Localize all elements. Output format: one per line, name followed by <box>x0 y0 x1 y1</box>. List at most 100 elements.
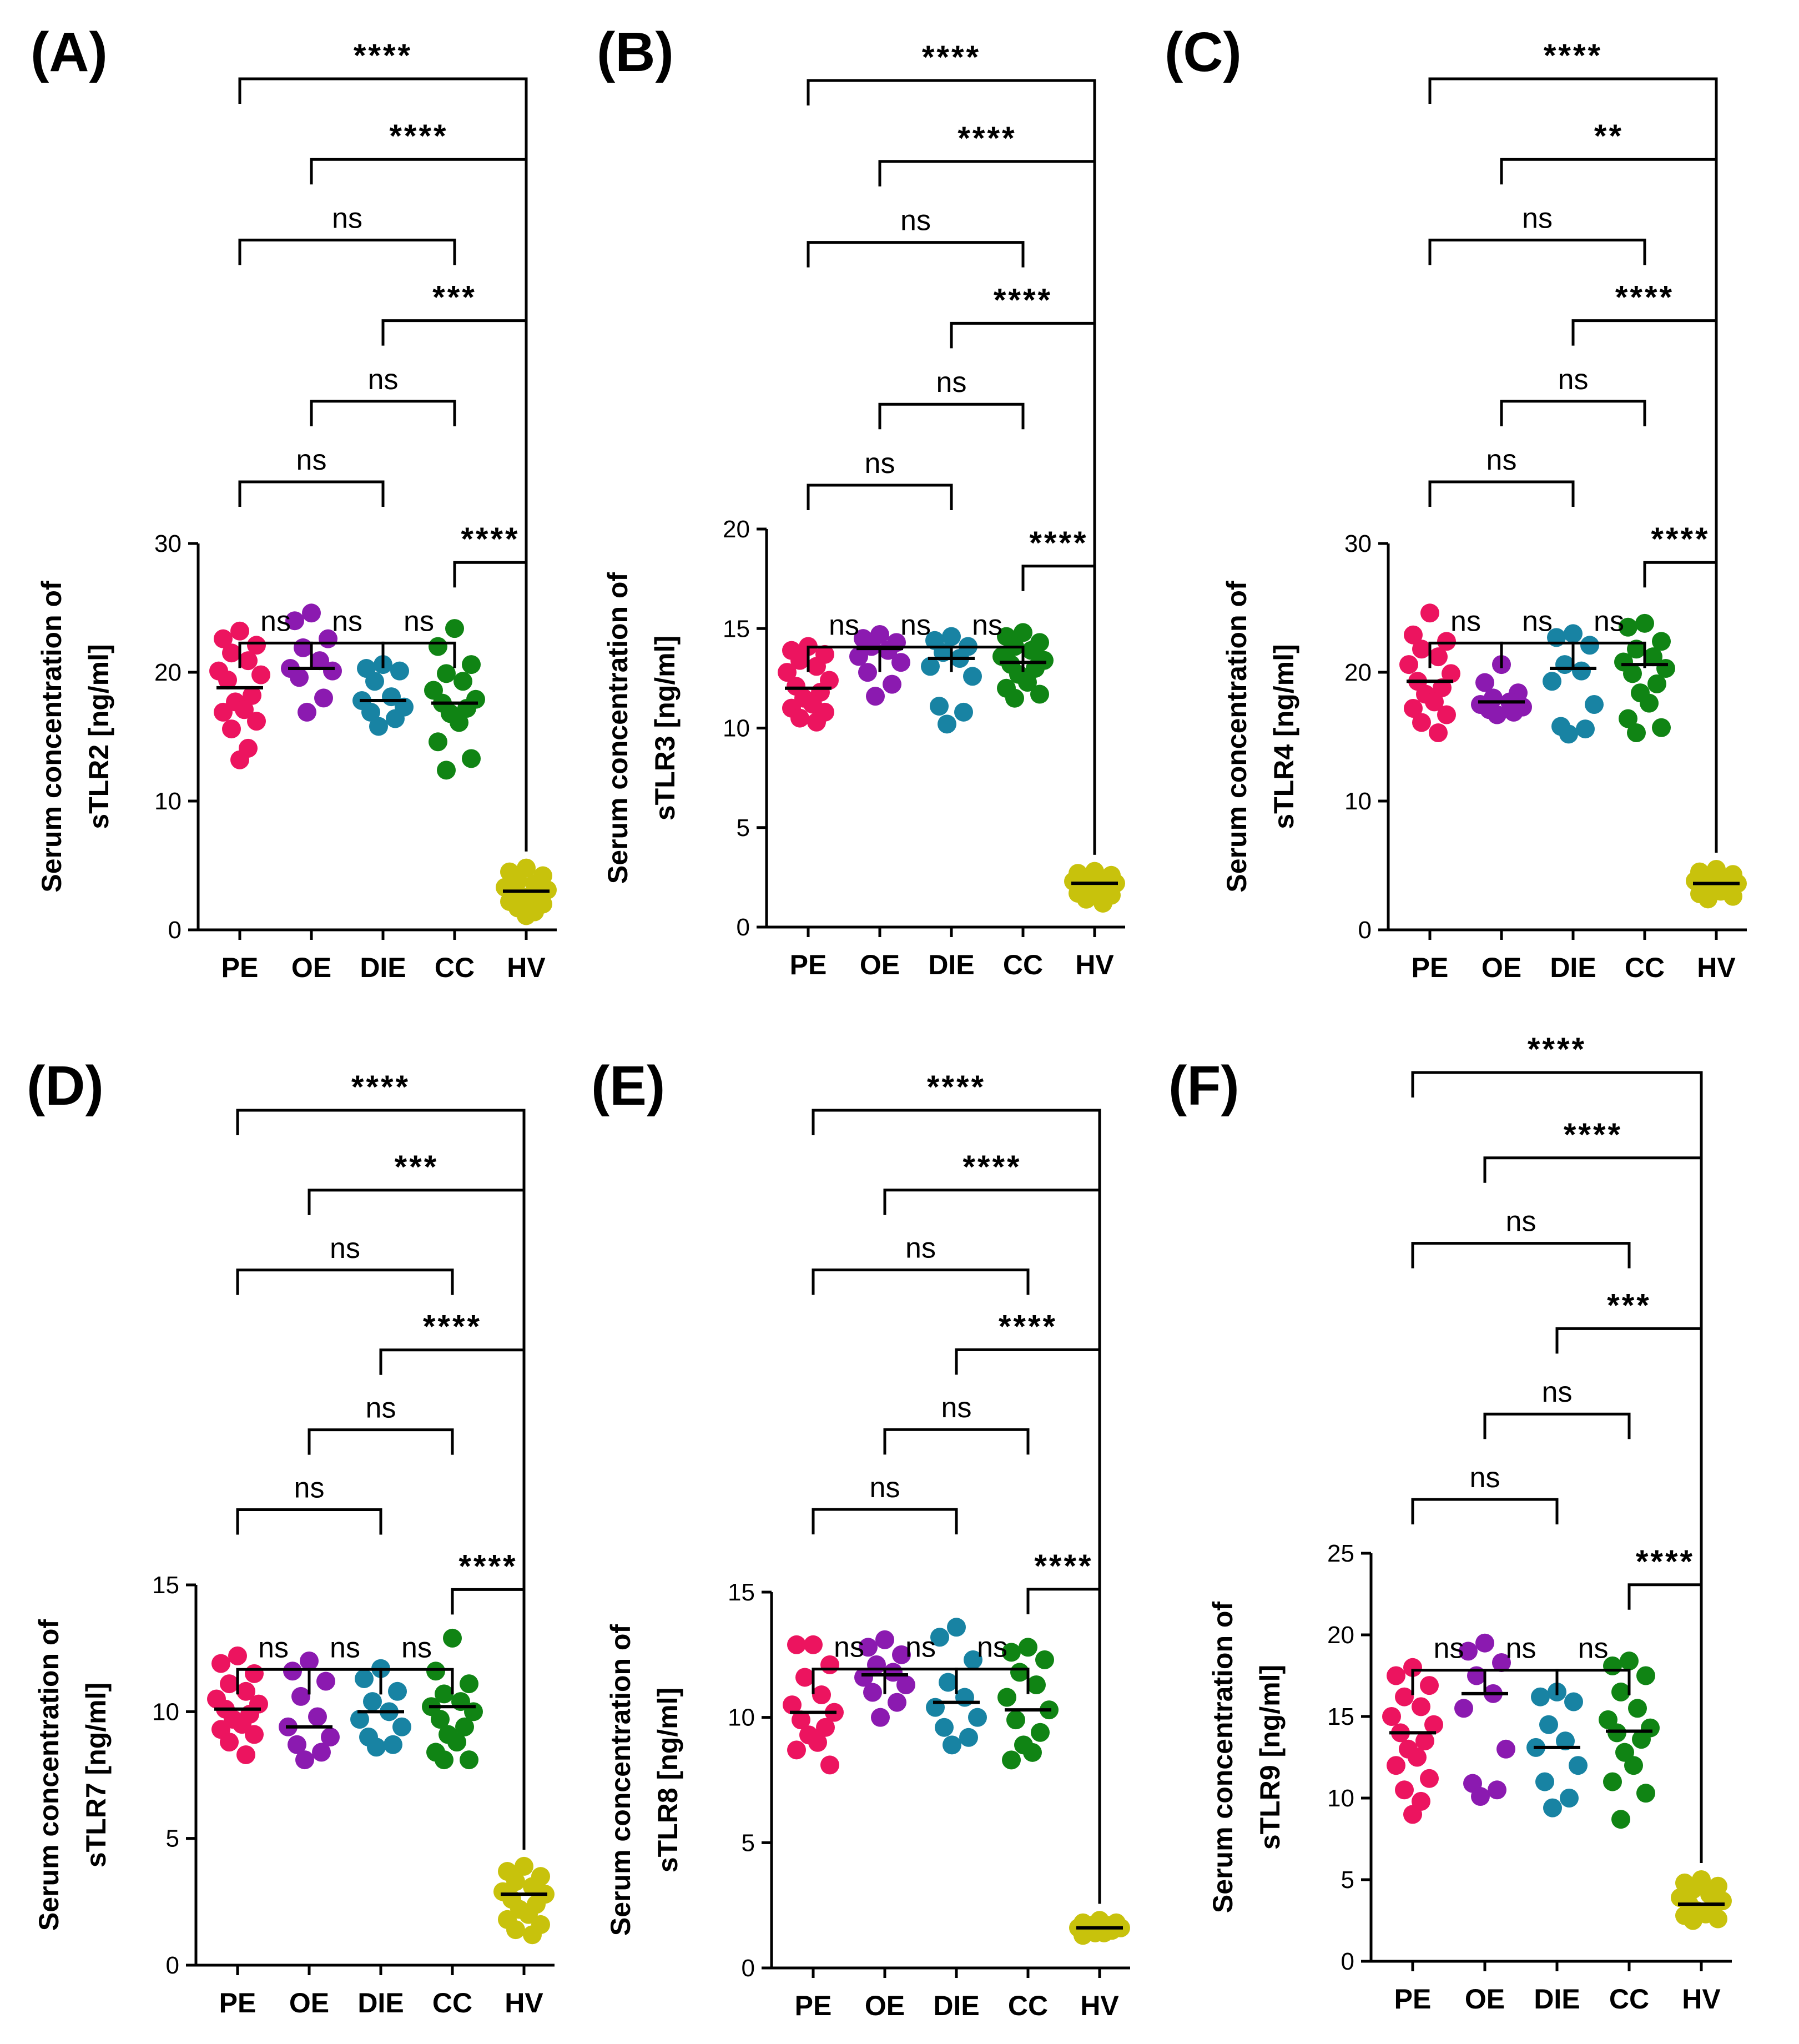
x-tick-label: PE <box>219 1987 256 2018</box>
significance-label: ns <box>900 205 931 237</box>
series-OE <box>281 603 342 722</box>
significance-bracket <box>1411 1498 1559 1524</box>
data-point <box>1403 1658 1422 1677</box>
series-HV <box>493 1856 555 1945</box>
x-tick-label: OE <box>865 1990 905 2021</box>
data-point <box>384 1735 402 1754</box>
data-point <box>1559 724 1578 744</box>
y-axis-label: Serum concentration of <box>602 572 633 884</box>
significance-bracket <box>812 1268 1030 1295</box>
data-point <box>1395 1687 1414 1706</box>
significance-label: ns <box>972 610 1002 642</box>
data-point <box>790 651 809 670</box>
data-point <box>429 732 447 752</box>
data-point <box>462 655 481 674</box>
y-axis-label: sTLR3 [ng/ml] <box>649 636 681 820</box>
series-HV <box>1069 1911 1130 1945</box>
x-tick-label: OE <box>291 952 331 983</box>
data-point <box>1429 647 1448 667</box>
data-point <box>866 687 885 706</box>
series-PE <box>209 621 270 769</box>
significance-bracket <box>955 1668 1030 1694</box>
data-point <box>1623 664 1642 683</box>
data-point <box>792 1710 810 1730</box>
significance-label: **** <box>351 1069 410 1105</box>
data-point <box>930 697 949 716</box>
data-point <box>938 714 956 734</box>
significance-label: **** <box>994 282 1052 318</box>
series-HV <box>1064 862 1125 913</box>
significance-label: ns <box>941 1392 972 1424</box>
data-point <box>1624 1756 1643 1775</box>
significance-label: **** <box>922 39 981 75</box>
x-tick-label: HV <box>505 1987 543 2018</box>
significance-bracket <box>310 400 456 426</box>
data-point <box>787 1740 806 1760</box>
significance-label: **** <box>423 1309 482 1345</box>
data-point <box>308 1707 327 1726</box>
y-tick-label: 10 <box>154 788 182 815</box>
y-tick-label: 5 <box>1341 1866 1354 1894</box>
significance-bracket <box>807 241 1025 268</box>
significance-label: **** <box>1651 521 1710 557</box>
data-point <box>921 657 940 676</box>
x-tick-label: OE <box>1465 1983 1505 2015</box>
y-tick-label: 0 <box>166 1952 179 1979</box>
x-tick-label: CC <box>432 1987 472 2018</box>
x-tick-label: HV <box>1075 949 1114 980</box>
significance-label: ns <box>1594 605 1624 637</box>
series-DIE <box>926 1618 987 1755</box>
data-point <box>1403 1805 1422 1824</box>
data-point <box>863 1683 882 1702</box>
chart-panel-6: (F) Serum concentration of sTLR9 [ng/ml] 0 5… <box>1168 1031 1732 2015</box>
data-point <box>884 1663 903 1682</box>
y-axis-label: sTLR8 [ng/ml] <box>652 1688 683 1872</box>
significance-bracket <box>451 1588 526 1850</box>
data-point <box>239 651 258 671</box>
data-point <box>302 603 321 623</box>
data-point <box>964 1650 982 1669</box>
significance-label: **** <box>1034 1548 1093 1584</box>
data-point <box>1425 692 1444 712</box>
panel-label: (E) <box>591 1055 665 1117</box>
data-point <box>220 1674 239 1694</box>
data-point <box>460 1674 478 1694</box>
data-point <box>1535 1772 1554 1791</box>
data-point <box>314 688 333 708</box>
data-point <box>1077 889 1096 909</box>
y-tick-label: 30 <box>1344 530 1372 557</box>
data-point <box>1442 664 1460 683</box>
data-point <box>947 1618 966 1637</box>
significance-label: ns <box>829 610 859 642</box>
data-point <box>1627 723 1646 743</box>
significance-bracket <box>308 1189 526 1850</box>
data-point <box>942 627 961 646</box>
data-point <box>1603 1772 1622 1791</box>
data-point <box>443 1628 462 1648</box>
x-tick-label: CC <box>1609 1983 1649 2015</box>
x-tick-label: CC <box>435 952 475 983</box>
data-point <box>1010 1663 1029 1682</box>
data-point <box>1002 1643 1021 1662</box>
data-point <box>350 1710 369 1729</box>
x-tick-label: PE <box>790 949 827 980</box>
series-CC <box>422 1628 483 1770</box>
y-tick-label: 20 <box>154 659 182 686</box>
significance-label: **** <box>1544 38 1603 74</box>
data-point <box>288 1735 306 1754</box>
data-point <box>214 629 233 648</box>
chart-panel-3: (C) Serum concentration of sTLR4 [ng/ml] 0 1… <box>1165 21 1747 983</box>
y-axis-label: sTLR4 [ng/ml] <box>1268 644 1299 829</box>
data-point <box>222 719 241 739</box>
series-CC <box>424 619 485 780</box>
data-point <box>1031 1723 1050 1742</box>
data-point <box>871 1708 890 1727</box>
data-point <box>1420 1676 1439 1695</box>
data-point <box>1387 1666 1405 1685</box>
data-point <box>1395 1780 1414 1800</box>
data-point <box>820 1755 839 1775</box>
data-point <box>290 668 309 687</box>
chart-panel-4: (D) Serum concentration of sTLR7 [ng/ml] 0 5… <box>27 1055 555 2018</box>
x-tick-label: DIE <box>928 949 974 980</box>
